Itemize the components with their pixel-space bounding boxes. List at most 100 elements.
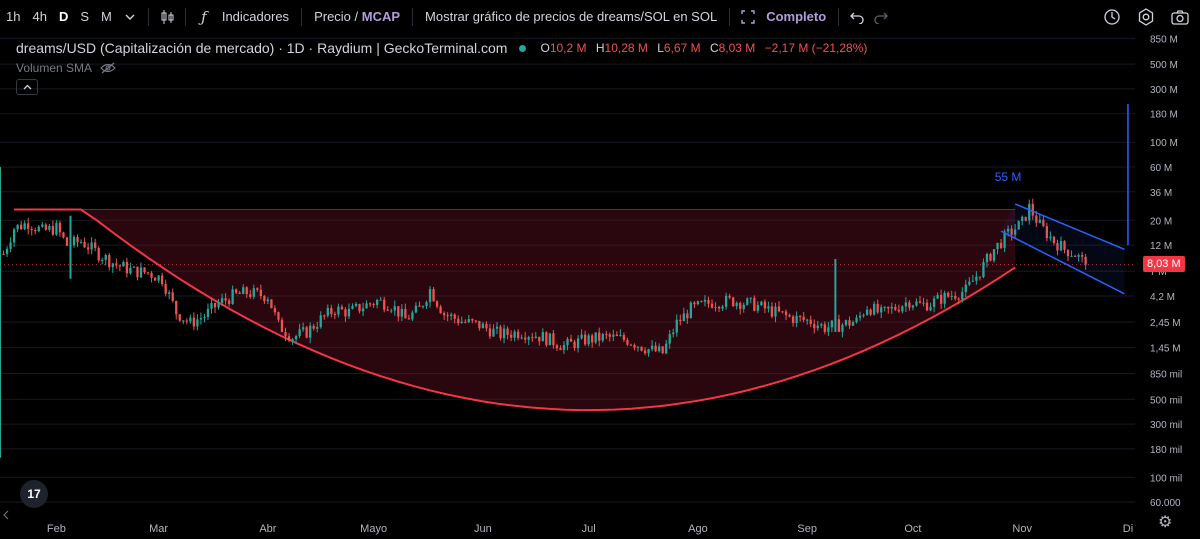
candle-body: [587, 335, 590, 345]
candle-body: [125, 261, 129, 274]
chart-area[interactable]: 55 M 850 M 500 M 300 M 180 M 100 M 60 M 36 M 20 …: [0, 33, 1200, 539]
candle-body: [199, 318, 203, 320]
undo-icon[interactable]: [845, 5, 869, 29]
candle-body: [717, 306, 721, 309]
candle-body: [643, 350, 647, 354]
alert-clock-icon[interactable]: [1100, 5, 1124, 29]
candle-body: [608, 334, 611, 337]
collapse-legend-button[interactable]: [16, 79, 38, 95]
candle-body: [640, 346, 643, 351]
gear-icon[interactable]: ⚙: [1158, 514, 1173, 531]
candle-body: [548, 333, 552, 346]
eye-hidden-icon[interactable]: [100, 62, 116, 74]
x-tick-label: Mar: [149, 523, 168, 535]
candle-body: [672, 332, 675, 335]
candle-body: [813, 324, 816, 329]
candle-body: [397, 306, 400, 317]
candle-body: [76, 236, 79, 243]
candle-body: [594, 332, 597, 343]
timeframe-m[interactable]: M: [101, 9, 112, 24]
y-tick-label: 60 M: [1150, 163, 1172, 174]
candle-body: [471, 319, 474, 321]
candle-body: [72, 236, 76, 246]
function-icon[interactable]: ƒ: [201, 7, 207, 26]
candle-body: [534, 336, 537, 339]
candle-body: [774, 306, 777, 317]
price-chart[interactable]: 55 M 850 M 500 M 300 M 180 M 100 M 60 M 36 M 20 …: [0, 33, 1200, 539]
volume-indicator[interactable]: Volumen SMA: [16, 61, 116, 75]
candle-body: [97, 248, 100, 261]
y-tick-label: 500 mil: [1150, 395, 1182, 406]
candle-body: [763, 301, 767, 309]
candle-body: [841, 324, 844, 332]
redo-icon[interactable]: [869, 5, 893, 29]
candle-body: [62, 232, 65, 238]
candle-body: [883, 306, 886, 308]
high-value: 10,28 M: [604, 41, 648, 55]
candle-body: [379, 299, 382, 301]
status-dot: [519, 44, 527, 52]
rounded-bottom-curve: [14, 208, 1016, 412]
candle-body: [164, 284, 167, 294]
candle-body: [862, 314, 865, 316]
candle-body: [996, 242, 999, 250]
candle-body: [330, 307, 333, 314]
fullscreen-icon[interactable]: [736, 5, 760, 29]
candle-body: [37, 226, 40, 232]
candle-body: [661, 346, 664, 354]
candle-body: [231, 289, 234, 304]
candle-body: [108, 255, 111, 268]
candle-body: [724, 295, 728, 307]
candle-body: [41, 224, 44, 227]
candle-body: [858, 315, 862, 318]
indicators-button[interactable]: Indicadores: [221, 9, 290, 24]
candle-body: [1045, 226, 1049, 239]
candle-body: [636, 346, 640, 348]
candle-body: [411, 312, 414, 320]
candle-body: [23, 223, 26, 230]
candle-body: [629, 344, 633, 346]
candle-body: [915, 301, 918, 306]
candle-body: [679, 319, 682, 322]
candle-body: [150, 272, 153, 278]
camera-icon[interactable]: [1168, 5, 1192, 29]
candle-body: [531, 337, 534, 339]
chevron-down-icon[interactable]: [118, 5, 142, 29]
candle-body: [439, 306, 442, 314]
candle-body: [213, 302, 217, 308]
tradingview-logo[interactable]: 17: [20, 480, 48, 508]
candle-body: [918, 301, 922, 303]
candle-body: [224, 298, 227, 301]
y-tick-label: 850 M: [1150, 34, 1178, 45]
y-tick-label: 500 M: [1150, 60, 1178, 71]
candle-body: [668, 334, 671, 344]
gear-icon[interactable]: [1134, 5, 1158, 29]
candle-body: [735, 302, 738, 306]
candle-body: [827, 327, 830, 332]
timeframe-4h[interactable]: 4h: [32, 9, 47, 24]
channel-lower-line: [1000, 230, 1125, 295]
candle-body: [372, 304, 375, 306]
timeframe-d[interactable]: D: [58, 9, 69, 24]
candle-body: [217, 302, 220, 308]
candle-body: [950, 295, 953, 297]
timeframe-s[interactable]: S: [80, 9, 89, 24]
complete-button[interactable]: Completo: [766, 9, 827, 24]
volume-label: Volumen SMA: [16, 61, 93, 75]
candle-body: [999, 242, 1003, 248]
price-toggle[interactable]: Precio / MCAP: [314, 9, 401, 24]
candle-body: [351, 305, 354, 309]
candle-body: [890, 306, 893, 309]
candle-body: [566, 338, 569, 346]
show-sol-button[interactable]: Mostrar gráfico de precios de dreams/SOL…: [425, 9, 718, 24]
candle-body: [1042, 219, 1045, 227]
candle-body: [16, 224, 19, 230]
candle-body: [1017, 220, 1020, 230]
timeframe-1h[interactable]: 1h: [6, 9, 21, 24]
candle-body: [647, 349, 650, 354]
candle-body: [220, 298, 224, 303]
candle-body: [139, 267, 143, 278]
candle-body: [767, 306, 770, 309]
candles-icon[interactable]: [155, 5, 179, 29]
candle-body: [354, 304, 358, 306]
